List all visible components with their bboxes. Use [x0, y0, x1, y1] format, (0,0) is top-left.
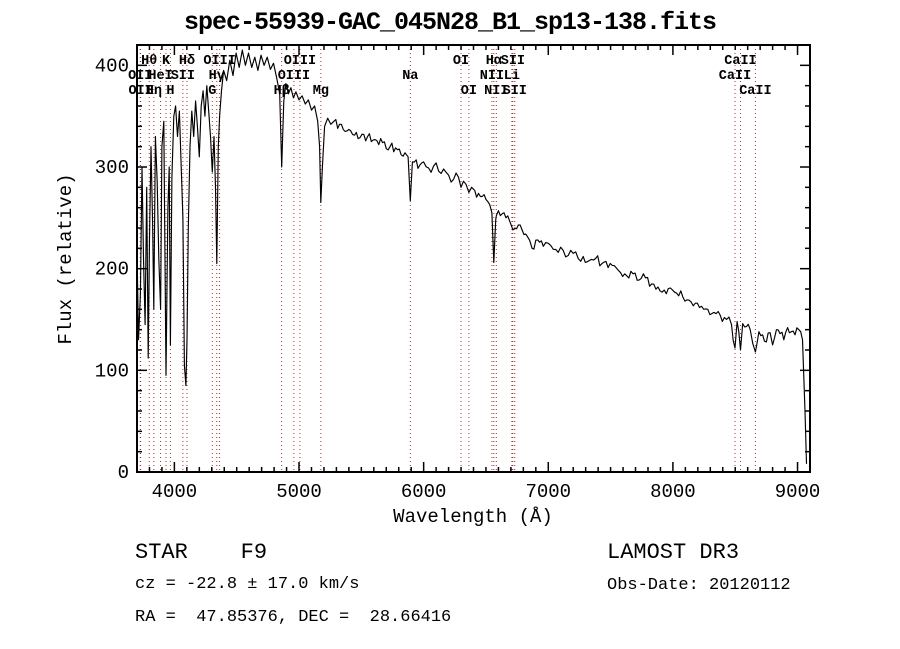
spectral-line-label: OIII: [284, 54, 316, 69]
spectral-line-label: CaII: [724, 54, 756, 69]
spectral-line-label: SII: [171, 69, 195, 84]
plot-frame: [136, 44, 811, 473]
spectral-line-label: CaII: [719, 69, 751, 84]
y-tick-label: 200: [95, 259, 129, 281]
spectral-line-label: SII: [501, 54, 525, 69]
spectral-line-label: OIII: [278, 69, 310, 84]
x-tick-label: 8000: [650, 481, 696, 503]
spectral-line-label: Hη: [146, 84, 162, 99]
x-tick-label: 5000: [276, 481, 322, 503]
spectral-line-label: CaII: [739, 84, 771, 99]
survey-release-label: LAMOST DR3: [607, 540, 740, 565]
spectral-line-label: Na: [402, 69, 418, 84]
ra-dec-coordinates: RA = 47.85376, DEC = 28.66416: [135, 608, 452, 627]
spectral-line-label: H: [166, 84, 174, 99]
radial-velocity-value: cz = -22.8 ± 17.0 km/s: [135, 575, 360, 594]
y-tick-label: 400: [95, 55, 129, 77]
x-tick-label: 9000: [775, 481, 821, 503]
y-tick-label: 100: [95, 360, 129, 382]
plot-title: spec-55939-GAC_045N28_B1_sp13-138.fits: [183, 8, 717, 37]
spectral-line-label: K: [162, 54, 171, 69]
spectral-line-label: OII: [128, 69, 152, 84]
spectrum-line: [136, 49, 808, 464]
spectral-line-label: Hδ: [179, 54, 195, 69]
spectral-line-label: NII: [484, 84, 508, 99]
spectral-line-label: Li: [504, 69, 520, 84]
y-tick-label: 300: [95, 157, 129, 179]
spectral-line-label: Hα: [486, 54, 503, 69]
spectral-line-label: Mg: [313, 84, 329, 99]
star-classification: STAR F9: [135, 540, 268, 565]
spectral-line-label: OIII: [203, 54, 235, 69]
spectral-line-label: OII: [128, 84, 152, 99]
y-axis-title: Flux (relative): [55, 173, 77, 345]
spectral-line-label: NII: [480, 69, 504, 84]
x-tick-label: 6000: [401, 481, 447, 503]
y-tick-label: 0: [118, 462, 129, 484]
x-axis-title: Wavelength (Å): [393, 506, 553, 528]
x-tick-label: 4000: [152, 481, 198, 503]
spectral-line-label: SII: [503, 84, 527, 99]
observation-date: Obs-Date: 20120112: [607, 576, 791, 595]
spectral-line-label: HeI: [148, 69, 172, 84]
x-tick-label: 7000: [525, 481, 571, 503]
spectral-line-label: OI: [461, 84, 477, 99]
spectral-line-label: Hθ: [141, 54, 157, 69]
spectral-line-label: Hγ: [209, 69, 225, 84]
spectral-line-label: G: [208, 84, 216, 99]
spectral-line-label: OI: [453, 54, 469, 69]
